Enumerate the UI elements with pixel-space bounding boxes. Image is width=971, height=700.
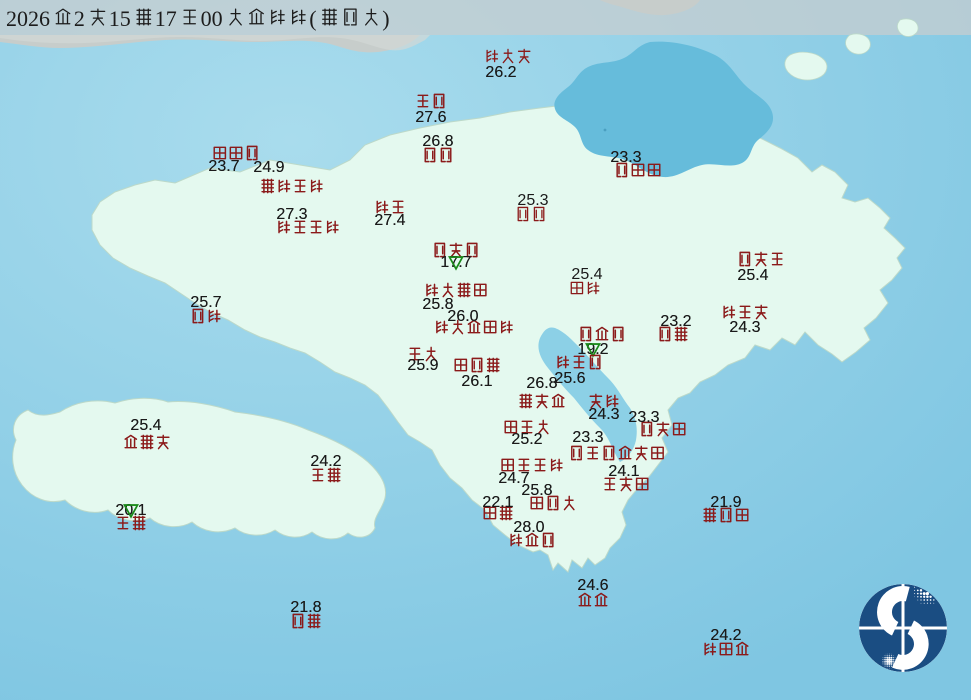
svg-text:17: 17 (155, 6, 177, 31)
svg-text:25.4: 25.4 (130, 417, 161, 434)
svg-text:25.4: 25.4 (571, 266, 602, 283)
svg-text:25.4: 25.4 (737, 267, 768, 284)
svg-text:23.3: 23.3 (628, 409, 659, 426)
svg-text:21.9: 21.9 (710, 494, 741, 511)
svg-text:25.9: 25.9 (407, 357, 438, 374)
svg-text:23.7: 23.7 (208, 158, 239, 175)
svg-text:24.2: 24.2 (710, 627, 741, 644)
svg-text:24.9: 24.9 (253, 159, 284, 176)
svg-text:26.1: 26.1 (461, 373, 492, 390)
svg-text:(: ( (309, 6, 316, 31)
svg-text:2: 2 (74, 6, 85, 31)
svg-text:23.3: 23.3 (572, 429, 603, 446)
svg-text:00: 00 (201, 6, 223, 31)
svg-text:26.8: 26.8 (526, 375, 557, 392)
svg-text:22.1: 22.1 (482, 494, 513, 511)
svg-text:26.0: 26.0 (447, 308, 478, 325)
svg-text:25.3: 25.3 (517, 192, 548, 209)
svg-text:23.3: 23.3 (610, 149, 641, 166)
svg-text:26.8: 26.8 (422, 133, 453, 150)
svg-text:24.3: 24.3 (588, 406, 619, 423)
svg-text:21.8: 21.8 (290, 599, 321, 616)
svg-text:24.1: 24.1 (608, 463, 639, 480)
svg-text:): ) (382, 6, 389, 31)
svg-text:26.2: 26.2 (485, 64, 516, 81)
svg-text:24.6: 24.6 (577, 577, 608, 594)
svg-text:25.7: 25.7 (190, 294, 221, 311)
svg-text:27.6: 27.6 (415, 109, 446, 126)
svg-text:15: 15 (109, 6, 131, 31)
svg-text:24.2: 24.2 (310, 453, 341, 470)
svg-text:2026: 2026 (6, 6, 50, 31)
svg-text:27.3: 27.3 (276, 206, 307, 223)
svg-text:25.8: 25.8 (521, 482, 552, 499)
svg-text:25.6: 25.6 (554, 370, 585, 387)
svg-text:23.2: 23.2 (660, 313, 691, 330)
svg-text:28.0: 28.0 (513, 519, 544, 536)
svg-text:24.3: 24.3 (729, 319, 760, 336)
svg-text:27.4: 27.4 (374, 212, 405, 229)
svg-text:25.2: 25.2 (511, 431, 542, 448)
